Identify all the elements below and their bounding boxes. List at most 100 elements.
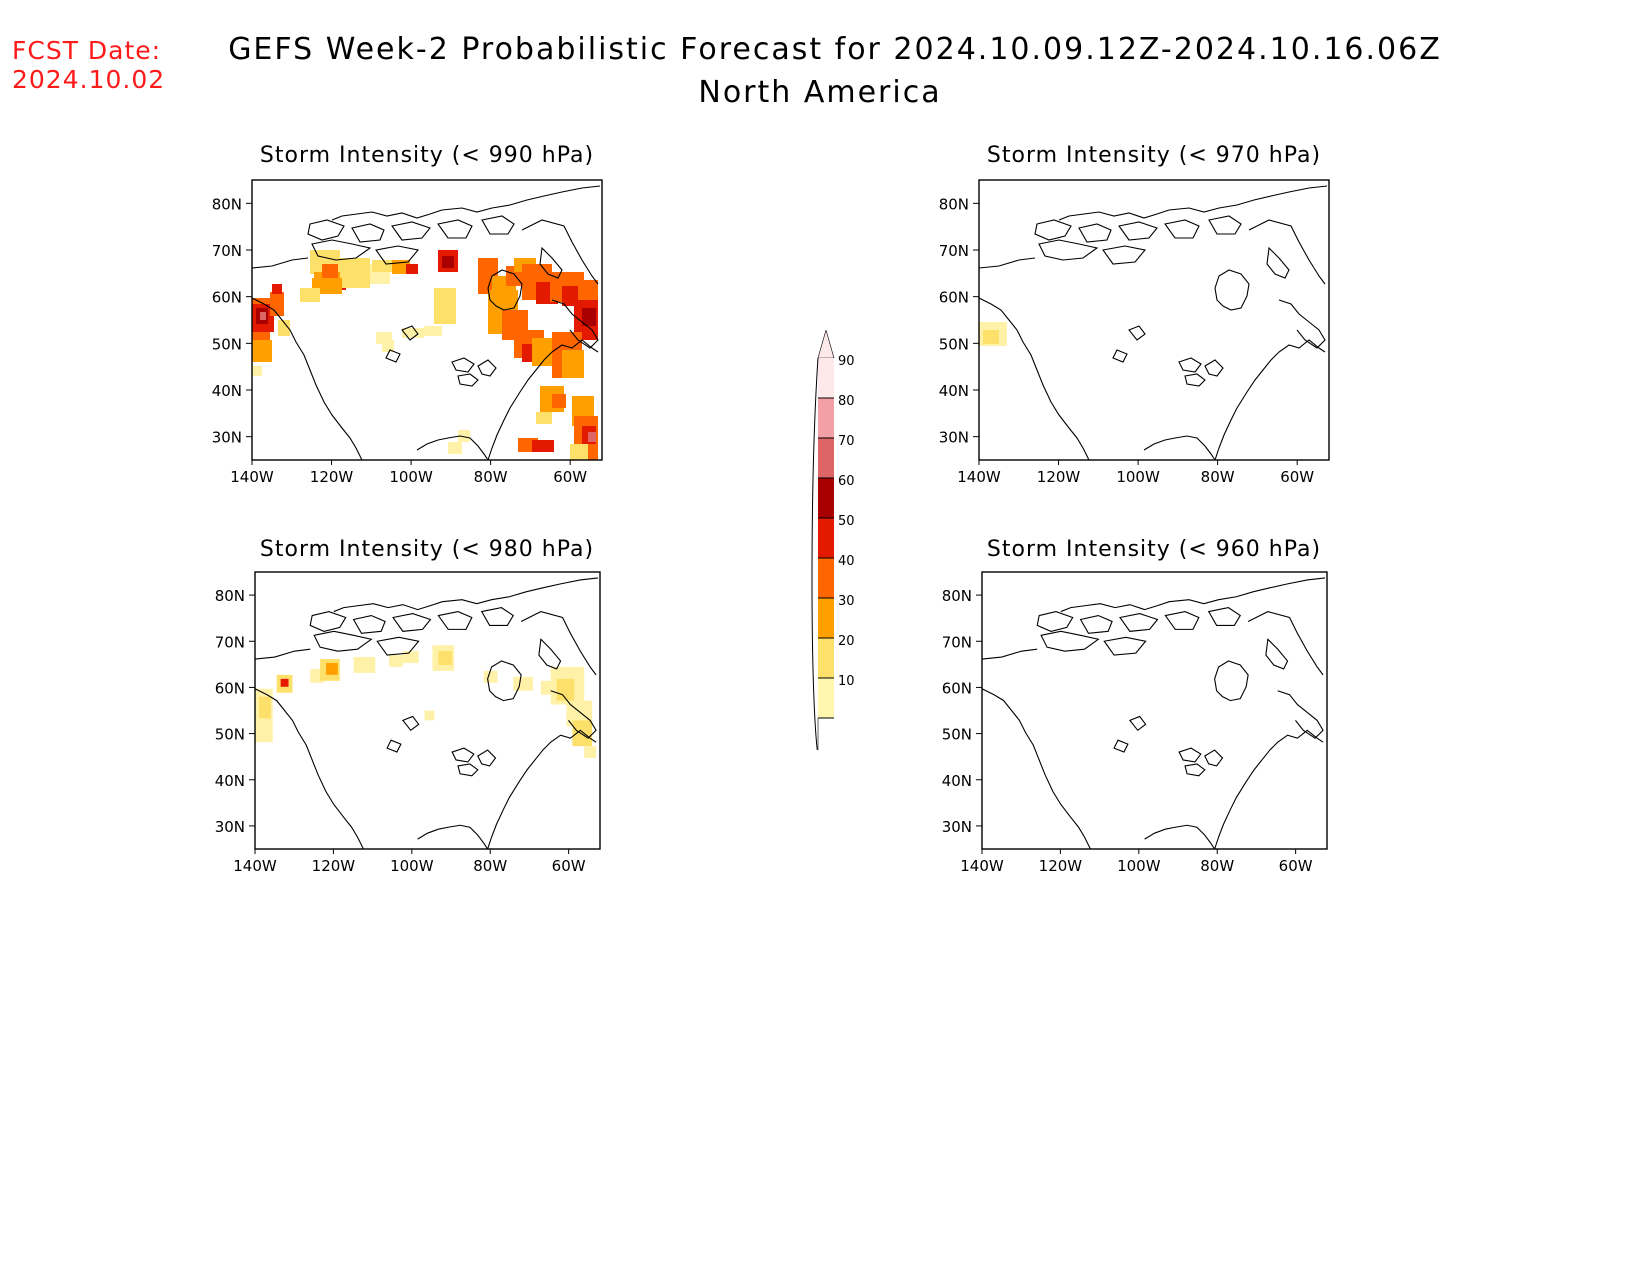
coastline-segment [1038,239,1099,261]
colorbar-segment [818,598,834,638]
coastline [982,577,1326,849]
coastline-segment [1214,660,1249,702]
coastline-segment [255,648,311,660]
probability-cell [402,651,419,664]
coastline-segment [401,715,420,732]
probability-cell [578,280,598,300]
lat-tick-label: 70N [939,242,969,260]
lat-tick-label: 60N [939,289,969,307]
coastline-segment [1034,219,1072,241]
probability-cell [252,366,262,376]
probability-cell [556,678,575,701]
probability-cell [340,258,370,288]
lat-tick-label: 80N [212,195,242,213]
lon-tick-label: 120W [1039,857,1083,875]
colorbar-label: 90 [838,354,855,369]
coastline-segment [255,688,364,849]
coastline-segment [1164,219,1200,239]
colorbar-segment [818,398,834,438]
lon-tick-label: 80W [1201,468,1235,486]
coastline-segment [520,610,597,676]
colorbar-label: 30 [838,594,855,609]
probability-cell [983,330,999,344]
coastline-segment [1144,824,1216,849]
lon-tick-label: 140W [960,857,1004,875]
lon-tick-label: 100W [1116,468,1160,486]
coastline-segment [1207,607,1241,626]
lat-tick-label: 60N [212,289,242,307]
colorbar-label: 40 [838,554,855,569]
coastline-segment [309,610,347,632]
lon-tick-label: 140W [233,857,277,875]
lat-tick-label: 70N [942,633,972,651]
lon-tick-label: 120W [312,857,356,875]
coastline-segment [1103,636,1147,656]
lat-tick-label: 80N [942,587,972,605]
coastline-segment [1247,610,1324,676]
coastline-segment [416,435,489,460]
lat-tick-label: 50N [215,726,245,744]
probability-colorbar: 90 80 70 60 50 40 30 20 10 [811,330,855,750]
probability-cell [389,655,403,667]
coastline-segment [979,257,1036,269]
lat-tick-label: 70N [212,242,242,260]
coastline-segment [538,638,562,670]
coastline-segment [437,610,473,630]
coastline-segment [313,630,373,652]
lat-tick-label: 80N [215,587,245,605]
map-plot-area: 80N 70N 60N 50N 40N 30N 140W 120W 100W 80W 60W [215,571,601,875]
coastline-segment [1184,763,1206,777]
lon-tick-label: 80W [474,468,508,486]
probability-cell [322,264,338,278]
map-panel-980: 80N 70N 60N 50N 40N 30N 140W 120W 100W 80W 60W [215,571,601,875]
coastline-segment [982,688,1091,849]
coastline-segment [1102,245,1147,265]
coastline-segment [1040,630,1100,652]
coastline-segment [1204,749,1224,767]
coastline-segment [1058,185,1328,221]
probability-cell [325,663,338,675]
probability-cell [278,320,290,336]
colorbar-label: 70 [838,434,855,449]
colorbar-label: 80 [838,394,855,409]
map-panel-960: 80N 70N 60N 50N 40N 30N 140W 120W 100W 80W 60W [942,571,1328,875]
colorbar-segment [818,518,834,558]
lon-tick-label: 80W [1200,857,1234,875]
lat-tick-label: 40N [212,382,242,400]
probability-cell [424,326,442,336]
colorbar-segment [818,478,834,518]
map-panel-990: 80N 70N 60N 50N 40N 30N 140W 120W 100W 80W 60W [212,179,603,486]
coastline-segment [451,357,475,373]
colorbar-segment [818,438,834,478]
probability-cell [260,312,266,320]
map-frame [254,571,601,850]
probability-cell [258,696,271,719]
map-frame [978,179,1330,461]
coastline-segment [1214,729,1324,849]
coastline-segment [550,690,597,739]
probability-cell [434,288,456,324]
probability-cell [536,412,552,424]
probability-cell [406,264,418,274]
probability-cell [353,657,376,673]
coastline-segment [307,219,345,241]
coastline-segment [1164,610,1200,630]
coastline-segment [982,648,1038,660]
page-subtitle: North America [698,75,942,110]
colorbar-label: 60 [838,474,855,489]
probability-cell [438,651,453,665]
probability-cell [513,676,533,691]
coastline-segment [1060,577,1326,613]
coastline-segment [487,269,523,311]
coastline-segment [391,221,431,241]
map-plot-area: 80N 70N 60N 50N 40N 30N 140W 120W 100W 80W 60W [942,571,1328,875]
coastline-segment [477,359,497,377]
coastline-segment [487,339,599,460]
coastline-segment [333,577,599,613]
coastline-segment [376,636,420,656]
coastline-segment [457,763,479,777]
lon-tick-label: 60W [1279,857,1313,875]
probability-cell [382,340,394,352]
lon-tick-label: 60W [552,857,586,875]
colorbar-label: 10 [838,674,855,689]
